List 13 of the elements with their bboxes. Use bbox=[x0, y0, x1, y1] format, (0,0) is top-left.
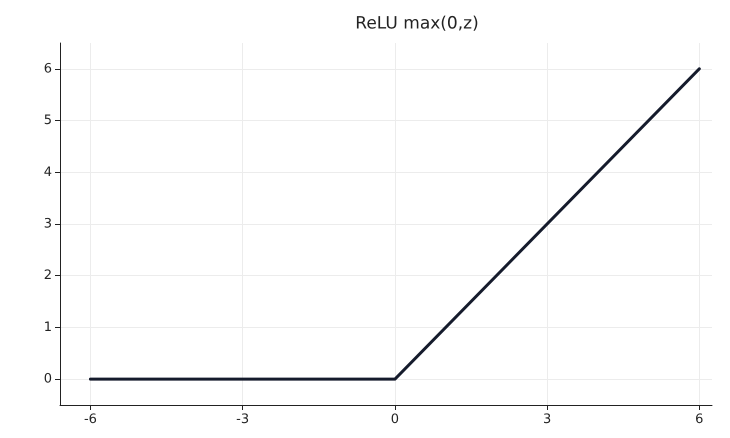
y-tick-label: 2 bbox=[44, 268, 52, 284]
y-tick-label: 4 bbox=[44, 164, 52, 180]
x-tick-label: -3 bbox=[236, 412, 250, 427]
y-tick-label: 6 bbox=[44, 61, 52, 76]
x-tick-label: 0 bbox=[390, 412, 400, 427]
y-tick-label: 0 bbox=[44, 372, 52, 387]
x-tick-label: -6 bbox=[84, 412, 97, 427]
y-tick-label: 3 bbox=[44, 216, 52, 232]
y-tick-label: 1 bbox=[44, 320, 52, 335]
x-tick-label: 3 bbox=[542, 412, 552, 427]
x-tick-label: 6 bbox=[695, 412, 704, 427]
chart-title: ReLU max(0,z) bbox=[355, 14, 479, 34]
y-tick-label: 5 bbox=[44, 113, 52, 128]
